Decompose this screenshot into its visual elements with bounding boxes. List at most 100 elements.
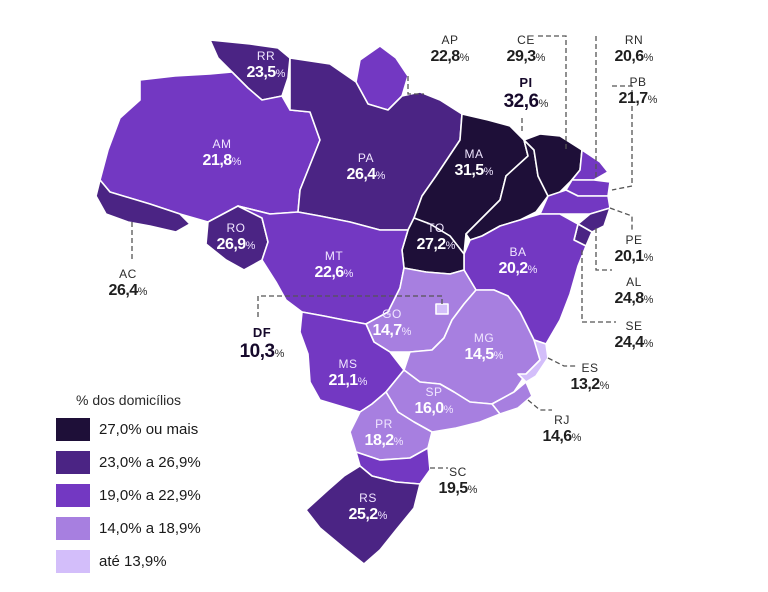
label-rn: RN 20,6% bbox=[615, 34, 654, 65]
leader-pe bbox=[609, 207, 633, 232]
state-code: ES bbox=[581, 361, 599, 375]
state-value: 29,3 bbox=[506, 48, 537, 65]
state-value: 24,8 bbox=[614, 290, 645, 307]
percent-sign: % bbox=[643, 252, 654, 264]
label-ap: AP 22,8% bbox=[431, 34, 470, 65]
state-code: PA bbox=[357, 151, 375, 165]
state-code: MA bbox=[464, 147, 484, 161]
state-code: MT bbox=[324, 249, 344, 263]
legend-label: 19,0% a 22,9% bbox=[99, 487, 201, 504]
label-se: SE 24,4% bbox=[615, 320, 654, 351]
legend-item: 27,0% ou mais bbox=[56, 418, 201, 441]
state-code: SP bbox=[425, 385, 443, 399]
percent-sign: % bbox=[467, 484, 478, 496]
state-code: AC bbox=[119, 267, 137, 281]
label-pa: PA 26,4% bbox=[347, 152, 386, 183]
state-code: PI bbox=[519, 75, 533, 90]
state-value: 14,6 bbox=[542, 428, 573, 445]
legend-swatch bbox=[56, 517, 90, 540]
state-value: 14,7 bbox=[372, 322, 403, 339]
percent-sign: % bbox=[459, 52, 470, 64]
state-code: GO bbox=[382, 307, 402, 321]
percent-sign: % bbox=[493, 350, 504, 362]
state-value: 20,6 bbox=[614, 48, 645, 65]
label-ms: MS 21,1% bbox=[329, 358, 368, 389]
legend-swatch bbox=[56, 484, 90, 507]
legend-item: 23,0% a 26,9% bbox=[56, 451, 201, 474]
leader-df bbox=[257, 295, 443, 318]
label-pi: PI 32,6% bbox=[504, 76, 549, 111]
percent-sign: % bbox=[483, 166, 494, 178]
label-rs: RS 25,2% bbox=[349, 492, 388, 523]
percent-sign: % bbox=[231, 156, 242, 168]
label-ce: CE 29,3% bbox=[507, 34, 546, 65]
state-value: 31,5 bbox=[454, 162, 485, 179]
state-code: AM bbox=[212, 137, 232, 151]
state-value: 16,0 bbox=[414, 400, 445, 417]
state-code: AP bbox=[441, 33, 459, 47]
state-value: 10,3 bbox=[239, 341, 275, 362]
state-code: RS bbox=[359, 491, 377, 505]
legend-swatch bbox=[56, 550, 90, 573]
label-df: DF 10,3% bbox=[240, 326, 285, 361]
percent-sign: % bbox=[527, 264, 538, 276]
state-code: SC bbox=[449, 465, 467, 479]
state-al bbox=[577, 207, 611, 233]
state-pr bbox=[349, 391, 433, 461]
state-code: SE bbox=[625, 319, 643, 333]
state-value: 22,8 bbox=[430, 48, 461, 65]
percent-sign: % bbox=[137, 286, 148, 298]
state-code: MS bbox=[338, 357, 358, 371]
leader-pb bbox=[611, 85, 633, 191]
state-code: DF bbox=[252, 325, 272, 340]
label-ac: AC 26,4% bbox=[109, 268, 148, 299]
leader-ce bbox=[538, 35, 567, 150]
legend-item: até 13,9% bbox=[56, 550, 201, 573]
state-value: 13,2 bbox=[570, 376, 601, 393]
state-value: 21,1 bbox=[328, 372, 359, 389]
leader-ap bbox=[407, 76, 424, 95]
state-code: MG bbox=[473, 331, 495, 345]
percent-sign: % bbox=[538, 98, 549, 110]
label-to: TO 27,2% bbox=[417, 222, 456, 253]
state-value: 20,1 bbox=[614, 248, 645, 265]
legend-label: até 13,9% bbox=[99, 553, 167, 570]
label-sc: SC 19,5% bbox=[439, 466, 478, 497]
label-mt: MT 22,6% bbox=[315, 250, 354, 281]
label-al: AL 24,8% bbox=[615, 276, 654, 307]
state-code: BA bbox=[509, 245, 527, 259]
leader-es bbox=[547, 357, 576, 367]
state-code: RO bbox=[226, 221, 246, 235]
label-go: GO 14,7% bbox=[373, 308, 412, 339]
state-value: 21,7 bbox=[618, 90, 649, 107]
label-sp: SP 16,0% bbox=[415, 386, 454, 417]
percent-sign: % bbox=[599, 380, 610, 392]
state-ma bbox=[413, 113, 529, 255]
leader-rj bbox=[527, 399, 552, 411]
state-value: 27,2 bbox=[416, 236, 447, 253]
percent-sign: % bbox=[443, 404, 454, 416]
percent-sign: % bbox=[445, 240, 456, 252]
state-code: PE bbox=[625, 233, 643, 247]
state-value: 26,9 bbox=[216, 236, 247, 253]
percent-sign: % bbox=[643, 294, 654, 306]
state-value: 23,5 bbox=[246, 64, 277, 81]
state-code: CE bbox=[517, 33, 535, 47]
legend-item: 19,0% a 22,9% bbox=[56, 484, 201, 507]
percent-sign: % bbox=[377, 510, 388, 522]
label-rj: RJ 14,6% bbox=[543, 414, 582, 445]
label-pb: PB 21,7% bbox=[619, 76, 658, 107]
label-ba: BA 20,2% bbox=[499, 246, 538, 277]
percent-sign: % bbox=[535, 52, 546, 64]
label-pr: PR 18,2% bbox=[365, 418, 404, 449]
state-df bbox=[435, 303, 449, 315]
percent-sign: % bbox=[643, 338, 654, 350]
state-value: 32,6 bbox=[503, 91, 539, 112]
legend-label: 27,0% ou mais bbox=[99, 421, 199, 438]
state-value: 21,8 bbox=[202, 152, 233, 169]
state-rs bbox=[305, 465, 421, 565]
state-value: 24,4 bbox=[614, 334, 645, 351]
percent-sign: % bbox=[647, 94, 658, 106]
legend-item: 14,0% a 18,9% bbox=[56, 517, 201, 540]
